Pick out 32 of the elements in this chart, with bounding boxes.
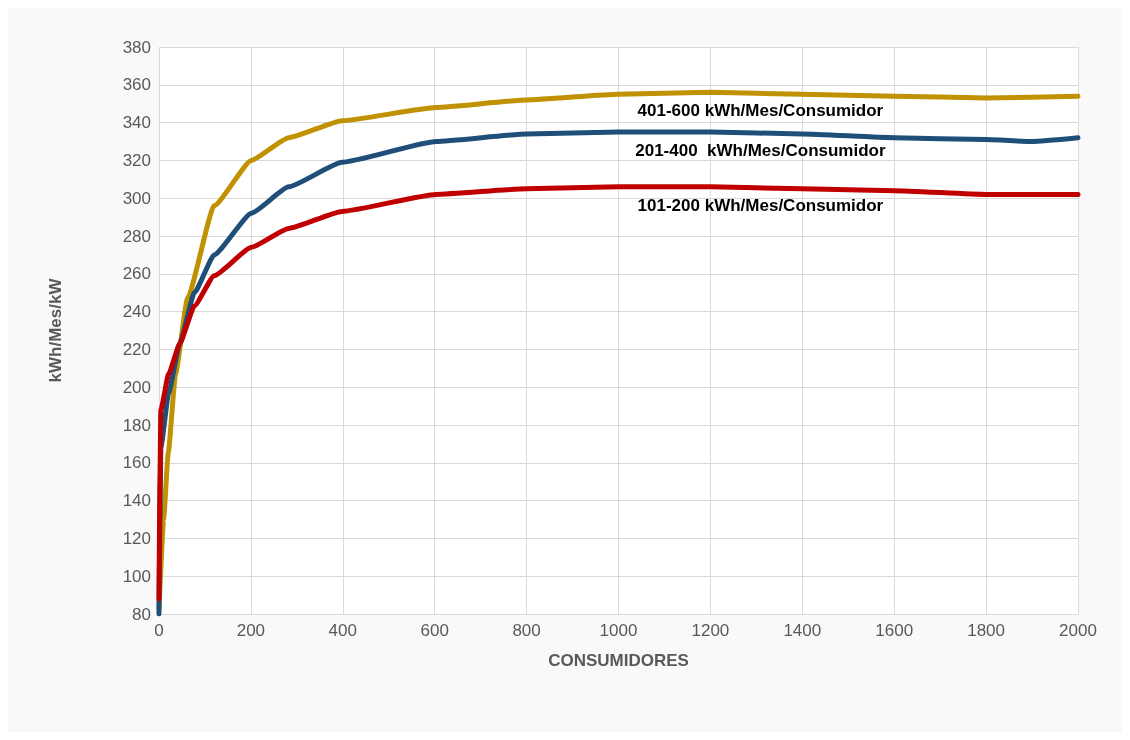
x-tick-label: 1200 [691,621,730,640]
y-tick-label: 140 [122,491,151,511]
x-tick-label: 400 [328,621,357,640]
x-tick-label: 1800 [967,621,1006,640]
series-label: 401-600 kWh/Mes/Consumidor [637,101,884,121]
y-tick-label: 280 [122,226,151,246]
y-tick-label: 180 [122,415,151,435]
y-tick-label: 300 [122,188,151,208]
y-tick-label: 220 [122,339,151,359]
x-tick-label: 200 [236,621,266,640]
y-tick-label: 100 [122,566,151,586]
x-tick-label: 2000 [1059,621,1097,640]
x-tick-label: 800 [512,621,541,640]
y-tick-label: 260 [122,264,151,284]
y-tick-label: 360 [122,75,151,95]
y-tick-label: 120 [122,528,151,548]
x-tick-label: 1600 [875,621,914,640]
y-tick-label: 340 [122,113,151,133]
x-axis-title: CONSUMIDORES [548,651,689,670]
x-tick-label: 600 [420,621,449,640]
series-label: 101-200 kWh/Mes/Consumidor [637,195,884,215]
y-tick-label: 240 [122,302,151,322]
x-tick-label: 1000 [599,621,638,640]
y-axis-title: kWh/Mes/kW [46,277,65,383]
y-tick-label: 80 [132,604,151,624]
series-label: 201-400 kWh/Mes/Consumidor [635,141,886,161]
y-tick-label: 200 [122,377,151,397]
y-tick-label: 380 [122,37,151,57]
y-tick-label: 160 [122,453,151,473]
x-tick-label: 1400 [783,621,822,640]
x-tick-label: 0 [154,621,164,640]
y-tick-label: 320 [122,150,151,170]
